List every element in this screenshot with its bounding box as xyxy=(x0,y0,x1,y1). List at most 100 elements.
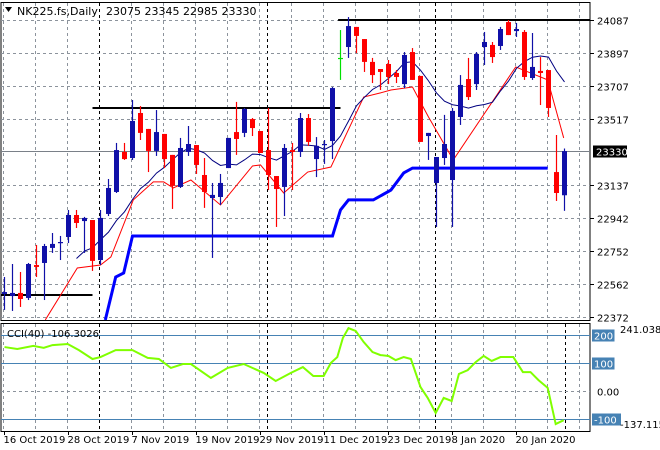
candle[interactable] xyxy=(482,31,487,66)
candle[interactable] xyxy=(402,52,407,89)
candle[interactable] xyxy=(162,133,167,169)
candle[interactable] xyxy=(418,75,423,142)
candle[interactable] xyxy=(322,140,327,164)
candle[interactable] xyxy=(282,143,287,217)
candle-body xyxy=(378,69,383,72)
candle[interactable] xyxy=(450,107,455,227)
candle[interactable] xyxy=(554,134,559,201)
candle-body xyxy=(66,214,71,237)
date-label: 28 Oct 2019 xyxy=(68,435,130,446)
candle-body xyxy=(306,118,311,142)
candle[interactable] xyxy=(178,137,183,188)
candle-body xyxy=(474,53,479,85)
candle[interactable] xyxy=(210,182,215,258)
candle[interactable] xyxy=(490,41,495,63)
candle[interactable] xyxy=(130,100,135,160)
candle[interactable] xyxy=(106,178,111,217)
candle[interactable] xyxy=(258,131,263,154)
candle-body xyxy=(562,151,567,196)
candle-body xyxy=(242,109,247,133)
candle[interactable] xyxy=(34,244,39,277)
candle[interactable] xyxy=(42,243,47,301)
candle[interactable] xyxy=(98,209,103,266)
candle[interactable] xyxy=(186,125,191,156)
chart-ohlc: 23075 23345 22985 23330 xyxy=(106,5,256,18)
candle[interactable] xyxy=(538,57,543,106)
candle[interactable] xyxy=(330,87,335,160)
candle[interactable] xyxy=(290,142,295,191)
candle[interactable] xyxy=(338,30,343,80)
candle[interactable] xyxy=(426,132,431,160)
candle-body xyxy=(90,220,95,261)
candle[interactable] xyxy=(122,142,127,160)
candle-body xyxy=(106,187,111,214)
candle[interactable] xyxy=(434,156,439,227)
candle[interactable] xyxy=(522,30,527,80)
price-tick-label: 23137 xyxy=(597,182,629,193)
candle[interactable] xyxy=(26,262,31,301)
candle[interactable] xyxy=(514,22,519,37)
candle[interactable] xyxy=(226,137,231,169)
candle[interactable] xyxy=(546,70,551,117)
candle[interactable] xyxy=(202,158,207,208)
candle[interactable] xyxy=(194,145,199,174)
candle[interactable] xyxy=(2,276,7,310)
candle[interactable] xyxy=(386,60,391,85)
candle[interactable] xyxy=(114,142,119,194)
candle[interactable] xyxy=(314,137,319,178)
candle[interactable] xyxy=(58,235,63,261)
moving-average-line xyxy=(76,55,565,259)
price-tick-label: 22942 xyxy=(597,215,629,226)
candle[interactable] xyxy=(10,264,15,311)
candle[interactable] xyxy=(250,118,255,137)
candle[interactable] xyxy=(18,271,23,307)
candle[interactable] xyxy=(306,114,311,146)
candle[interactable] xyxy=(50,233,55,253)
candle[interactable] xyxy=(410,48,415,80)
candle[interactable] xyxy=(394,70,399,84)
candle-body xyxy=(122,151,127,160)
candle[interactable] xyxy=(530,32,535,80)
price-tick-label: 23517 xyxy=(597,116,629,127)
candle[interactable] xyxy=(354,26,359,54)
candle-body xyxy=(98,217,103,261)
candle[interactable] xyxy=(242,107,247,138)
date-label: 23 Dec 2019 xyxy=(388,435,452,446)
candle-body xyxy=(274,176,279,190)
candle-body xyxy=(202,174,207,192)
candle[interactable] xyxy=(170,154,175,209)
candle-body xyxy=(434,156,439,183)
candle[interactable] xyxy=(378,69,383,90)
candle[interactable] xyxy=(90,220,95,271)
candle[interactable] xyxy=(274,176,279,227)
candle[interactable] xyxy=(66,209,71,244)
candle[interactable] xyxy=(458,75,463,125)
candle[interactable] xyxy=(154,110,159,156)
candle[interactable] xyxy=(138,106,143,141)
cci-level-badge xyxy=(592,329,615,342)
candle-body xyxy=(554,172,559,194)
candle[interactable] xyxy=(82,216,87,253)
candle[interactable] xyxy=(498,26,503,50)
chart-symbol: NK225.fs,Daily xyxy=(17,5,98,18)
candle[interactable] xyxy=(234,101,239,155)
candle[interactable] xyxy=(346,17,351,58)
candle[interactable] xyxy=(506,20,511,36)
candle-body xyxy=(170,154,175,186)
cci-level-label: 100 xyxy=(594,360,613,371)
candle[interactable] xyxy=(474,52,479,90)
candle[interactable] xyxy=(562,148,567,211)
candle[interactable] xyxy=(466,57,471,101)
candle[interactable] xyxy=(74,209,79,228)
candle[interactable] xyxy=(298,112,303,157)
candle[interactable] xyxy=(218,173,223,205)
candle[interactable] xyxy=(442,114,447,165)
candle-body xyxy=(130,120,135,159)
chart-menu-triangle-icon[interactable] xyxy=(5,7,12,12)
candle[interactable] xyxy=(266,107,271,191)
candle[interactable] xyxy=(362,39,367,72)
candle-body xyxy=(410,52,415,80)
candle[interactable] xyxy=(146,128,151,173)
candle[interactable] xyxy=(370,57,375,84)
